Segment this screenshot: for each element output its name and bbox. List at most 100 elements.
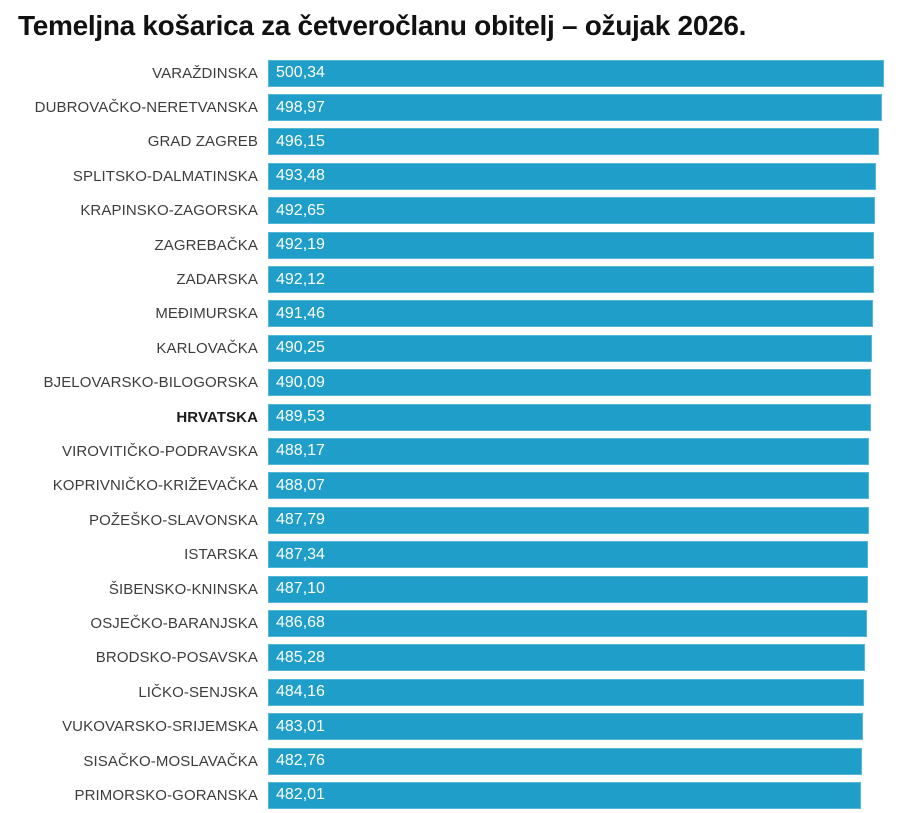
bar-track: 487,79 — [268, 506, 884, 534]
bar: 492,12 — [268, 266, 874, 294]
bar-row: HRVATSKA 489,53 — [0, 400, 900, 434]
bar-track: 488,17 — [268, 437, 884, 465]
bar: 488,17 — [268, 437, 870, 465]
bar-value-label: 498,97 — [276, 98, 325, 116]
bar-track: 489,53 — [268, 403, 884, 431]
bar: 489,53 — [268, 403, 871, 431]
category-label: KOPRIVNIČKO-KRIŽEVAČKA — [52, 477, 258, 495]
bar-value-label: 485,28 — [276, 648, 325, 666]
bar-row: SISAČKO-MOSLAVAČKA 482,76 — [0, 744, 900, 778]
bar-value-label: 489,53 — [276, 408, 325, 426]
bar-track: 490,25 — [268, 334, 884, 362]
category-label: SPLITSKO-DALMATINSKA — [72, 167, 258, 185]
bar-row: POŽEŠKO-SLAVONSKA 487,79 — [0, 503, 900, 537]
category-label: ZADARSKA — [176, 271, 258, 289]
bar: 484,16 — [268, 678, 865, 706]
bar-value-label: 493,48 — [276, 167, 325, 185]
category-label: PRIMORSKO-GORANSKA — [74, 786, 258, 804]
bar-track: 498,97 — [268, 94, 884, 122]
bar-value-label: 490,09 — [276, 373, 325, 391]
category-label: MEĐIMURSKA — [155, 305, 258, 323]
bar: 488,07 — [268, 472, 869, 500]
bar: 487,34 — [268, 541, 868, 569]
bar-track: 487,34 — [268, 541, 884, 569]
bar: 483,01 — [268, 713, 863, 741]
bar-row: KOPRIVNIČKO-KRIŽEVAČKA 488,07 — [0, 469, 900, 503]
category-label: VIROVITIČKO-PODRAVSKA — [61, 442, 258, 460]
category-label: KRAPINSKO-ZAGORSKA — [80, 202, 258, 220]
bar-track: 487,10 — [268, 575, 884, 603]
bar: 490,25 — [268, 334, 872, 362]
bar-track: 500,34 — [268, 59, 884, 87]
bar-value-label: 492,12 — [276, 270, 325, 288]
bar-value-label: 490,25 — [276, 339, 325, 357]
bar-value-label: 492,65 — [276, 201, 325, 219]
category-label: ISTARSKA — [184, 546, 258, 564]
bar-row: BRODSKO-POSAVSKA 485,28 — [0, 641, 900, 675]
bar-value-label: 487,10 — [276, 580, 325, 598]
bar: 493,48 — [268, 162, 876, 190]
bar-track: 492,65 — [268, 197, 884, 225]
bar: 490,09 — [268, 369, 872, 397]
bar-track: 496,15 — [268, 128, 884, 156]
bar: 482,76 — [268, 747, 863, 775]
bar-value-label: 486,68 — [276, 614, 325, 632]
category-label: BRODSKO-POSAVSKA — [95, 649, 258, 667]
bar: 498,97 — [268, 94, 883, 122]
bar-row: VUKOVARSKO-SRIJEMSKA 483,01 — [0, 709, 900, 743]
bar-track: 484,16 — [268, 678, 884, 706]
bar-row: ZADARSKA 492,12 — [0, 262, 900, 296]
bar-track: 485,28 — [268, 644, 884, 672]
bar-row: VIROVITIČKO-PODRAVSKA 488,17 — [0, 434, 900, 468]
bar-value-label: 483,01 — [276, 717, 325, 735]
bar: 496,15 — [268, 128, 879, 156]
bar-track: 492,12 — [268, 266, 884, 294]
bar-row: GRAD ZAGREB 496,15 — [0, 125, 900, 159]
bar: 500,34 — [268, 59, 884, 87]
bar-track: 493,48 — [268, 162, 884, 190]
category-label: KARLOVAČKA — [156, 339, 258, 357]
bar-row: BJELOVARSKO-BILOGORSKA 490,09 — [0, 366, 900, 400]
bar-track: 483,01 — [268, 713, 884, 741]
bar: 486,68 — [268, 609, 868, 637]
bar-value-label: 484,16 — [276, 683, 325, 701]
category-label: GRAD ZAGREB — [147, 133, 258, 151]
bar: 491,46 — [268, 300, 874, 328]
bar-value-label: 487,79 — [276, 511, 325, 529]
bar-value-label: 496,15 — [276, 132, 325, 150]
bar: 482,01 — [268, 781, 862, 809]
category-label: HRVATSKA — [176, 408, 258, 426]
category-label: SISAČKO-MOSLAVAČKA — [83, 752, 258, 770]
bar-track: 492,19 — [268, 231, 884, 259]
bar-value-label: 500,34 — [276, 64, 325, 82]
category-label: VUKOVARSKO-SRIJEMSKA — [62, 718, 258, 736]
bar-row: ŠIBENSKO-KNINSKA 487,10 — [0, 572, 900, 606]
bar-track: 482,76 — [268, 747, 884, 775]
bar-value-label: 488,07 — [276, 476, 325, 494]
bar-value-label: 492,19 — [276, 236, 325, 254]
bar: 487,79 — [268, 506, 869, 534]
bar: 492,19 — [268, 231, 874, 259]
bar: 485,28 — [268, 644, 866, 672]
bar-track: 490,09 — [268, 369, 884, 397]
bar-row: KRAPINSKO-ZAGORSKA 492,65 — [0, 194, 900, 228]
bar-row: OSJEČKO-BARANJSKA 486,68 — [0, 606, 900, 640]
bar-value-label: 482,76 — [276, 752, 325, 769]
bar-row: SPLITSKO-DALMATINSKA 493,48 — [0, 159, 900, 193]
category-label: ZAGREBAČKA — [154, 236, 258, 254]
bar-row: MEĐIMURSKA 491,46 — [0, 297, 900, 331]
category-label: BJELOVARSKO-BILOGORSKA — [43, 374, 258, 392]
bar-track: 491,46 — [268, 300, 884, 328]
bar-chart: VARAŽDINSKA 500,34 DUBROVAČKO-NERETVANSK… — [0, 56, 900, 813]
bar-row: LIČKO-SENJSKA 484,16 — [0, 675, 900, 709]
bar-row: VARAŽDINSKA 500,34 — [0, 56, 900, 90]
bar-value-label: 482,01 — [276, 786, 325, 804]
chart-title: Temeljna košarica za četveročlanu obitel… — [18, 10, 747, 41]
category-label: ŠIBENSKO-KNINSKA — [108, 580, 258, 598]
bar-value-label: 491,46 — [276, 304, 325, 322]
bar-value-label: 488,17 — [276, 442, 325, 460]
bar: 492,65 — [268, 197, 875, 225]
category-label: DUBROVAČKO-NERETVANSKA — [34, 99, 258, 117]
bar-row: PRIMORSKO-GORANSKA 482,01 — [0, 778, 900, 812]
